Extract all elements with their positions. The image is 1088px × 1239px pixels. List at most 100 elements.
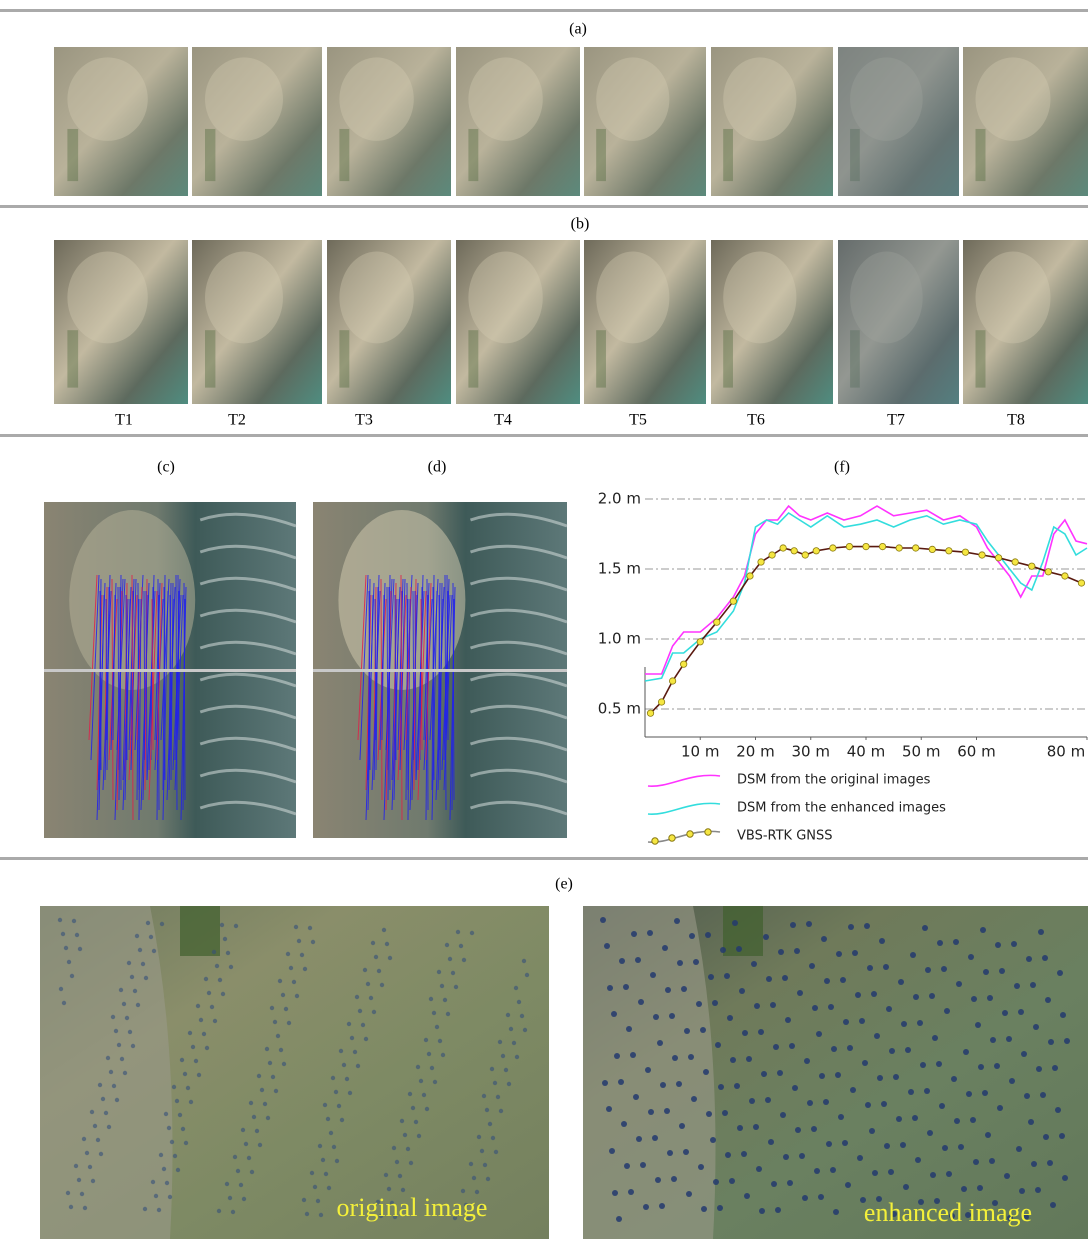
- photo-detail: [125, 1016, 129, 1020]
- photo-detail: [818, 1194, 824, 1200]
- photo-detail: [468, 330, 478, 387]
- photo-detail: [889, 1048, 895, 1054]
- photo-detail: [448, 957, 452, 961]
- photo-detail: [319, 1213, 323, 1217]
- photo-detail: [411, 1106, 415, 1110]
- photo-detail: [681, 986, 687, 992]
- photo-detail: [1035, 1187, 1041, 1193]
- photo-detail: [653, 1014, 659, 1020]
- photo-detail: [213, 1019, 217, 1023]
- photo-detail: [741, 1151, 747, 1157]
- photo-detail: [205, 330, 215, 387]
- photo-detail: [975, 1022, 981, 1028]
- photo-detail: [271, 1075, 275, 1079]
- photo-detail: [229, 965, 233, 969]
- photo-detail: [491, 1136, 495, 1140]
- photo-detail: [342, 1063, 346, 1067]
- photo-detail: [395, 1160, 399, 1164]
- photo-detail: [384, 1173, 388, 1177]
- photo-detail: [871, 991, 877, 997]
- photo-detail: [175, 1099, 179, 1103]
- photo-detail: [323, 1103, 327, 1107]
- panel-label: (e): [555, 876, 573, 893]
- legend-swatch: [648, 803, 720, 814]
- photo-detail: [761, 1071, 767, 1077]
- photo-detail: [826, 1141, 832, 1147]
- photo-detail: [255, 1129, 259, 1133]
- legend-swatch: [705, 829, 711, 835]
- photo-detail: [347, 1022, 351, 1026]
- photo-detail: [619, 958, 625, 964]
- photo-detail: [780, 1112, 786, 1118]
- photo-detail: [778, 949, 784, 955]
- photo-detail: [1047, 1160, 1053, 1166]
- photo-detail: [1043, 1134, 1049, 1140]
- photo-detail: [88, 1165, 92, 1169]
- photo-detail: [915, 1157, 921, 1163]
- photo-detail: [432, 1011, 436, 1015]
- photo-detail: [824, 978, 830, 984]
- photo-detail: [905, 1047, 911, 1053]
- photo-detail: [823, 1099, 829, 1105]
- photo-detail: [672, 1055, 678, 1061]
- photo-detail: [976, 57, 1051, 140]
- photo-detail: [893, 1074, 899, 1080]
- photo-detail: [604, 943, 610, 949]
- photo-detail: [392, 1146, 396, 1150]
- photo-detail: [910, 952, 916, 958]
- photo-detail: [724, 973, 730, 979]
- photo-detail: [111, 1015, 115, 1019]
- photo-detail: [337, 1104, 341, 1108]
- photo-detail: [459, 944, 463, 948]
- photo-detail: [850, 1087, 856, 1093]
- photo-detail: [1033, 1024, 1039, 1030]
- photo-detail: [159, 1153, 163, 1157]
- photo-detail: [257, 1074, 261, 1078]
- photo-detail: [698, 1164, 704, 1170]
- photo-detail: [83, 1206, 87, 1210]
- photo-detail: [168, 1195, 172, 1199]
- photo-detail: [946, 1171, 952, 1177]
- photo-detail: [366, 982, 370, 986]
- photo-detail: [297, 939, 301, 943]
- photo-detail: [69, 1205, 73, 1209]
- photo-detail: [987, 995, 993, 1001]
- photo-detail: [901, 1021, 907, 1027]
- photo-detail: [96, 1138, 100, 1142]
- photo-detail: [154, 1194, 158, 1198]
- photo-detail: [708, 974, 714, 980]
- photo-detail: [976, 330, 986, 387]
- photo-detail: [652, 1135, 658, 1141]
- photo-detail: [1009, 1078, 1015, 1084]
- time-label: T4: [494, 412, 512, 429]
- photo-detail: [302, 1198, 306, 1202]
- photo-detail: [265, 1047, 269, 1051]
- photo-detail: [372, 1010, 376, 1014]
- photo-detail: [160, 922, 164, 926]
- photo-detail: [274, 1089, 278, 1093]
- photo-detail: [659, 1203, 665, 1209]
- photo-detail: [486, 1177, 490, 1181]
- photo-detail: [339, 251, 413, 343]
- photo-detail: [335, 1159, 339, 1163]
- photo-detail: [316, 1199, 320, 1203]
- photo-detail: [606, 1106, 612, 1112]
- photo-detail: [188, 1031, 192, 1035]
- photo-detail: [64, 946, 68, 950]
- data-point: [747, 573, 753, 579]
- y-tick-label: 1.0 m: [598, 630, 641, 648]
- photo-detail: [122, 1002, 126, 1006]
- photo-detail: [867, 965, 873, 971]
- photo-detail: [268, 1061, 272, 1065]
- photo-detail: [197, 1073, 201, 1077]
- photo-detail: [773, 1044, 779, 1050]
- photo-detail: [696, 1001, 702, 1007]
- photo-detail: [289, 966, 293, 970]
- photo-detail: [303, 967, 307, 971]
- photo-detail: [758, 1029, 764, 1035]
- photo-detail: [855, 992, 861, 998]
- photo-detail: [1031, 1161, 1037, 1167]
- data-point: [714, 619, 720, 625]
- photo-detail: [204, 977, 208, 981]
- photo-detail: [180, 906, 220, 956]
